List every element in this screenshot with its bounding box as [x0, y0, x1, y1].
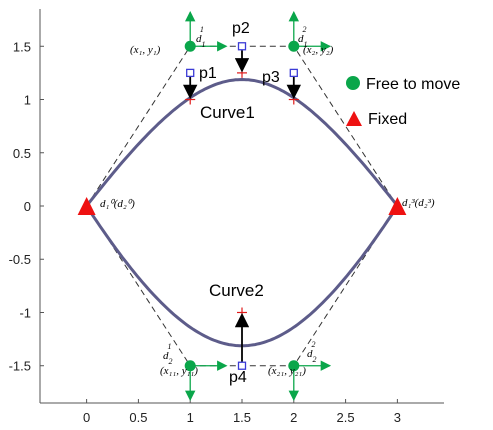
inner-point-p1 [186, 68, 195, 78]
label-left-end: d₁⁰(d₂⁰) [100, 198, 135, 210]
inner-point-p3 [289, 68, 298, 78]
markers [77, 10, 407, 402]
label-p3: p3 [262, 69, 280, 86]
label-d1-1: d11 [196, 25, 206, 49]
fixed-point [77, 197, 96, 215]
x-tick-label: 2 [290, 410, 297, 425]
ticks: 0 0.5 1 1.5 2 2.5 3 1.5 1 0.5 0 -0.5 -1 -1.5 [9, 39, 401, 425]
annotations: p2 p1 p3 p4 Curve1 Curve2 (x₁, y₁) (x₂, … [100, 20, 435, 386]
x-tick-label: 1.5 [233, 410, 251, 425]
label-x21y21: (x₂₁, y₂₁) [268, 365, 306, 377]
free-point [184, 360, 196, 372]
x-tick-label: 2.5 [337, 410, 355, 425]
label-d1-2: d12 [298, 25, 308, 49]
y-tick-label: -1 [19, 305, 31, 320]
free-point [288, 40, 300, 52]
x-tick-label: 0.5 [129, 410, 147, 425]
y-tick-label: -0.5 [9, 252, 31, 267]
legend: Free to move Fixed [346, 76, 460, 128]
x-tick-label: 1 [187, 410, 194, 425]
label-right-end: d₁³(d₂³) [402, 197, 435, 209]
legend-fixed-marker [346, 111, 362, 126]
legend-free-label: Free to move [366, 76, 460, 93]
y-tick-label: 0 [24, 199, 31, 214]
label-curve1: Curve1 [200, 103, 255, 122]
free-point [288, 360, 300, 372]
inner-point-p4 [237, 361, 247, 370]
label-d2-1: d21 [163, 342, 173, 366]
legend-fixed-label: Fixed [368, 111, 407, 128]
legend-free-marker [346, 76, 360, 90]
label-d2-2: d22 [307, 340, 317, 364]
label-x2y2: (x₂, y₂) [303, 44, 334, 56]
label-x1y1: (x₁, y₁) [130, 44, 161, 56]
y-tick-label: -1.5 [9, 359, 31, 374]
label-p4: p4 [229, 369, 247, 386]
y-tick-label: 0.5 [13, 146, 31, 161]
x-tick-label: 0 [83, 410, 90, 425]
fixed-point [388, 197, 407, 215]
inner-point-p2 [237, 42, 247, 51]
x-tick-label: 3 [394, 410, 401, 425]
label-p1: p1 [199, 65, 217, 82]
label-curve2: Curve2 [209, 281, 264, 300]
label-x11y11: (x₁₁, y₁₁) [160, 365, 198, 377]
y-tick-label: 1 [24, 93, 31, 108]
curve-curve1 [85, 77, 399, 207]
free-point [184, 40, 196, 52]
y-tick-label: 1.5 [13, 39, 31, 54]
label-p2: p2 [232, 20, 250, 37]
